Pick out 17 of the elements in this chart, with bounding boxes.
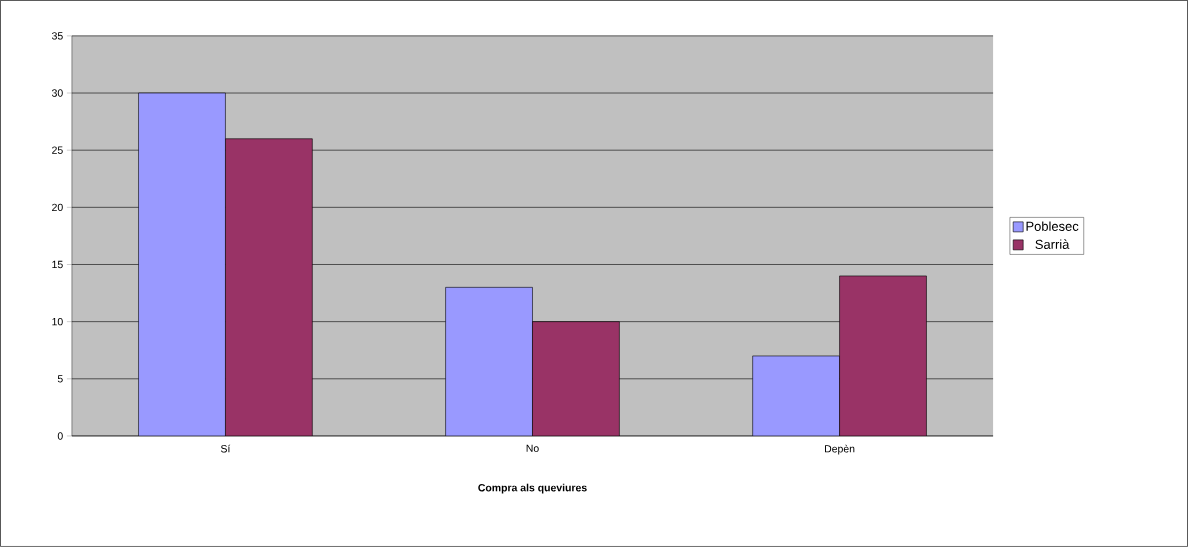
bar	[138, 92, 226, 437]
y-tick-label: 15	[52, 260, 63, 269]
legend-label: Poblesec	[1026, 221, 1079, 231]
y-tick-label: 10	[52, 318, 63, 326]
bar	[445, 287, 533, 437]
y-tick-label: 5	[57, 375, 63, 383]
x-tick-label: Depèn	[825, 444, 855, 455]
y-tick-label: 20	[52, 203, 63, 212]
x-tick-label: No	[526, 444, 539, 453]
y-tick-label: 35	[51, 32, 63, 40]
y-tick-label: 25	[52, 146, 63, 154]
legend-label: Sarrià	[1035, 239, 1070, 250]
y-tick-label: 30	[51, 89, 63, 97]
x-axis-title: Compra als queviures	[478, 483, 587, 494]
y-tick-label: 0	[57, 432, 63, 440]
bar	[752, 355, 840, 437]
x-tick-label: Sí	[220, 444, 231, 453]
